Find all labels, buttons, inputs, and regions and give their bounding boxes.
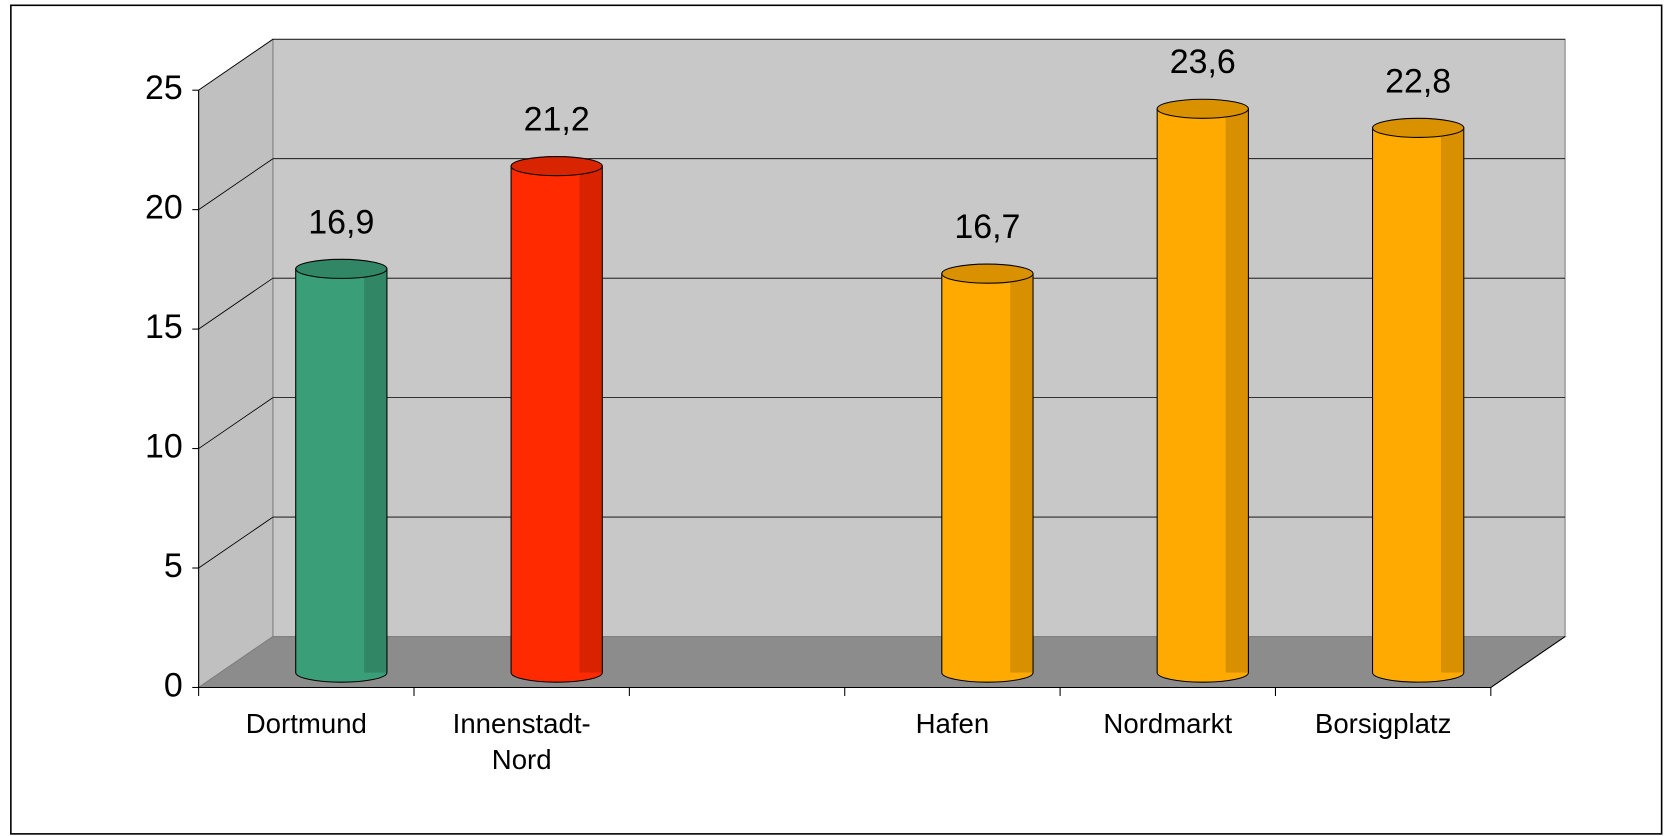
bar [1156,98,1249,683]
y-tick-label: 0 [164,666,183,704]
y-tick-label: 5 [164,547,183,585]
y-tick-label: 15 [145,308,183,346]
bar-shade [579,166,603,673]
x-tick-label-box: Innenstadt-Nord [452,707,591,776]
bar [1372,117,1465,683]
grid-line [198,516,274,569]
bar [510,156,603,683]
bar-top [1156,98,1249,119]
x-tick-label-box: Nordmarkt [1103,707,1233,740]
value-label: 16,7 [954,208,1020,246]
floor [196,636,1567,689]
bar-shade [1225,108,1249,673]
bar-body [941,273,1034,683]
side-wall [198,38,274,689]
y-tick-label: 25 [145,69,183,107]
bar-top [941,263,1034,284]
bar-body [1372,127,1465,683]
bar-shade [364,268,387,673]
value-label: 21,2 [524,101,590,139]
x-axis-depth [1490,636,1566,688]
bar-shade [1440,127,1464,673]
x-tick-label: Borsigplatz [1314,707,1452,740]
back-wall [272,38,1566,638]
bars [295,98,1465,683]
bar-shade [1010,273,1034,673]
bar-top [1372,117,1465,138]
x-tick-label-box: Borsigplatz [1314,707,1452,740]
x-tick-label: Hafen [915,707,990,740]
x-tick-label: Dortmund [245,707,367,740]
grid-line [198,38,274,91]
bar-top [295,258,388,279]
x-tick-label: Innenstadt-Nord [452,707,591,776]
x-tick-label-box: Dortmund [245,707,367,740]
value-label: 23,6 [1170,43,1236,81]
bar-body [510,165,603,683]
grid-line [198,397,274,449]
grid-line [198,158,274,210]
x-tick-label-box: Hafen [915,707,990,740]
bar-top [510,156,603,177]
grid-line [198,277,274,330]
y-tick-label: 20 [145,189,183,227]
bar-body [295,268,388,683]
bar [941,263,1034,683]
value-label: 16,9 [308,203,374,241]
y-tick-label: 10 [145,428,183,466]
x-tick-label: Nordmarkt [1103,707,1233,740]
value-label: 22,8 [1385,62,1451,100]
grid [198,38,1566,569]
bar-body [1156,108,1249,683]
bar [295,258,388,683]
